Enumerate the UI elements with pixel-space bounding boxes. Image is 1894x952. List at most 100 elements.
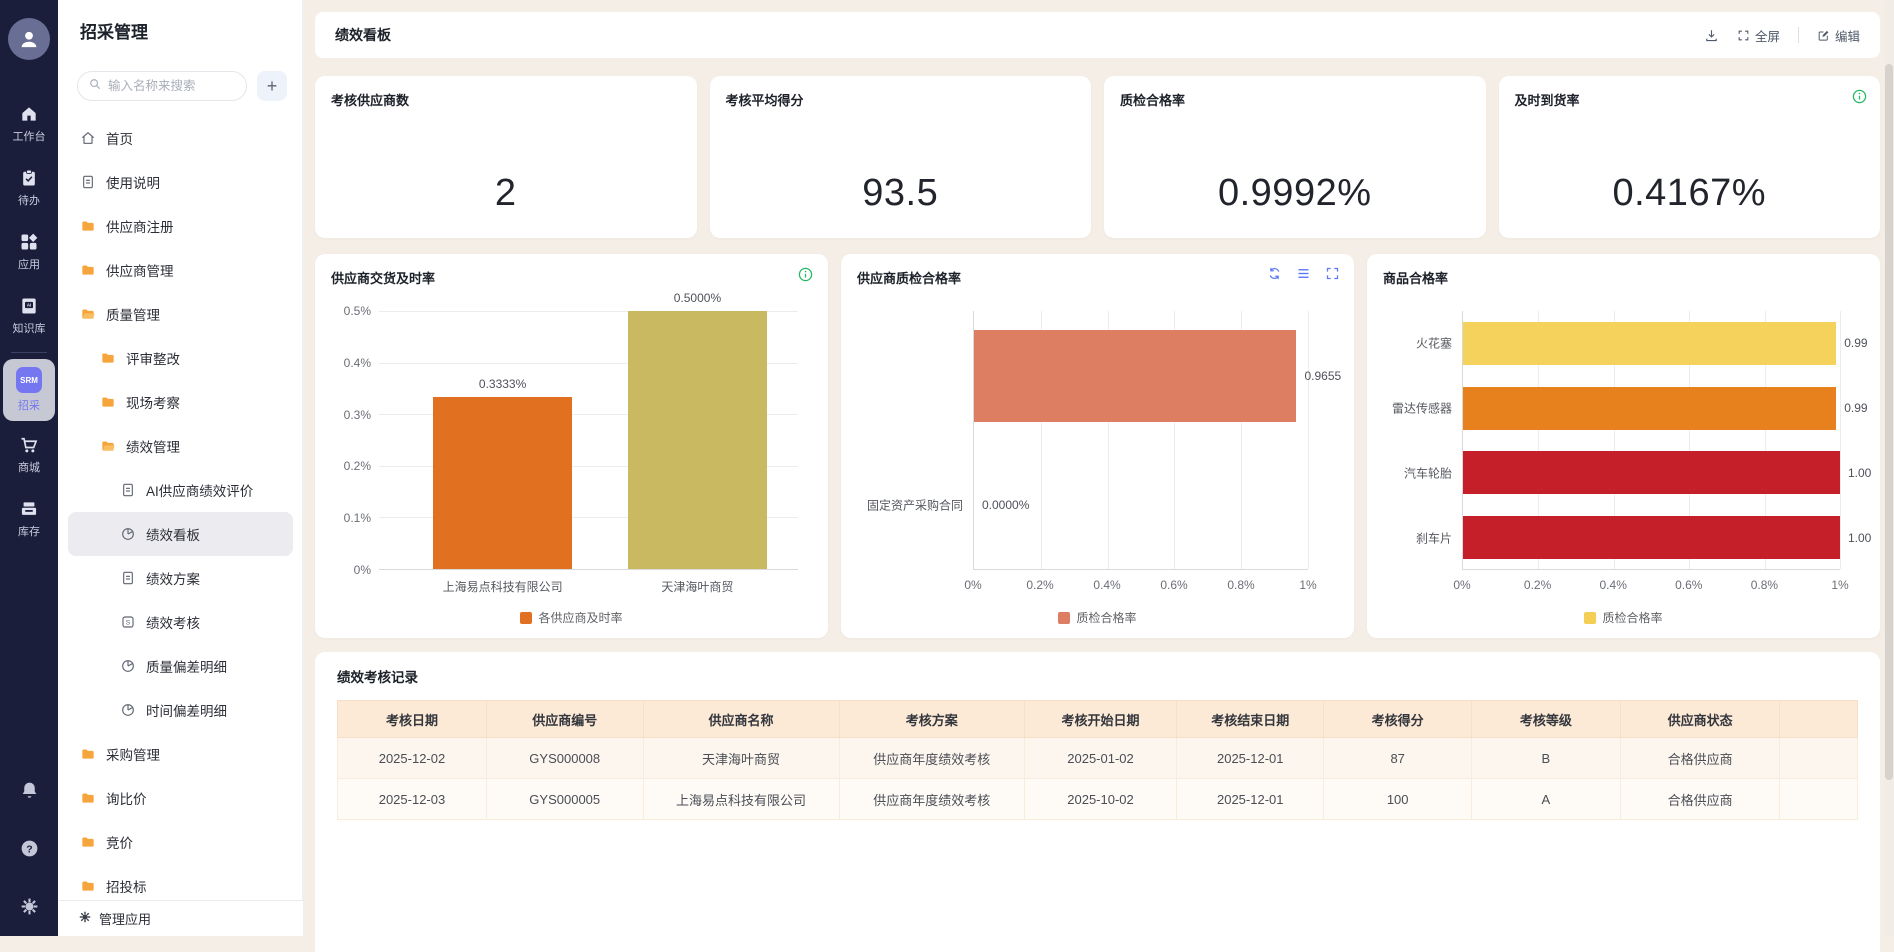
sidebar-item-0[interactable]: 首页 xyxy=(68,116,293,160)
svg-text:?: ? xyxy=(26,843,32,855)
sidebar-item-15[interactable]: 询比价 xyxy=(68,776,293,820)
svg-text:S: S xyxy=(126,620,131,627)
table-cell: 2025-01-02 xyxy=(1025,738,1177,779)
ai-book-icon: AI xyxy=(19,296,39,316)
folder-icon xyxy=(80,746,96,762)
rail-settings-button[interactable] xyxy=(19,896,40,922)
legend-item[interactable]: 质检合格率 xyxy=(1367,609,1880,626)
edit-button[interactable]: 编辑 xyxy=(1817,26,1860,45)
info-icon[interactable] xyxy=(1851,88,1868,110)
sidebar-item-16[interactable]: 竞价 xyxy=(68,820,293,864)
document-icon xyxy=(120,482,136,498)
bar-value-label: 1.00 xyxy=(1848,466,1871,480)
sidebar-item-12[interactable]: 质量偏差明细 xyxy=(68,644,293,688)
sidebar-item-5[interactable]: 评审整改 xyxy=(68,336,293,380)
manage-apps-button[interactable]: 管理应用 xyxy=(58,900,303,936)
inventory-icon xyxy=(19,499,39,519)
sidebar-item-label: 首页 xyxy=(106,128,133,148)
sidebar-item-10[interactable]: 绩效方案 xyxy=(68,556,293,600)
sidebar-item-label: 采购管理 xyxy=(106,744,160,764)
table-cell: 供应商年度绩效考核 xyxy=(839,738,1024,779)
sidebar-item-4[interactable]: 质量管理 xyxy=(68,292,293,336)
info-icon[interactable] xyxy=(797,266,814,288)
fullscreen-button[interactable]: 全屏 xyxy=(1737,26,1780,45)
table-cell: 2025-12-02 xyxy=(338,738,487,779)
sidebar-item-1[interactable]: 使用说明 xyxy=(68,160,293,204)
chart-plot-area: 0.3333%0.5000% xyxy=(379,311,798,570)
document-icon xyxy=(120,570,136,586)
sidebar-item-7[interactable]: 绩效管理 xyxy=(68,424,293,468)
sidebar-item-11[interactable]: S 绩效考核 xyxy=(68,600,293,644)
y-axis: 0%0.1%0.2%0.3%0.4%0.5% xyxy=(315,311,379,570)
expand-icon[interactable] xyxy=(1325,266,1340,286)
sidebar-item-label: AI供应商绩效评价 xyxy=(146,480,253,500)
list-icon[interactable] xyxy=(1296,266,1311,286)
pie-chart-icon xyxy=(120,658,136,674)
rail-notifications-button[interactable] xyxy=(19,780,40,806)
user-avatar[interactable] xyxy=(8,18,50,60)
sidebar-item-13[interactable]: 时间偏差明细 xyxy=(68,688,293,732)
sidebar-item-label: 绩效考核 xyxy=(146,612,200,632)
scrollbar-thumb[interactable] xyxy=(1885,64,1893,780)
table-title: 绩效考核记录 xyxy=(337,666,1858,686)
rail-item-workbench[interactable]: 工作台 xyxy=(0,92,58,156)
search-input[interactable] xyxy=(108,79,236,93)
rail-item-label: 知识库 xyxy=(13,320,46,336)
rail-divider xyxy=(11,352,47,353)
refresh-icon[interactable] xyxy=(1267,266,1282,286)
table-cell xyxy=(1780,779,1858,820)
svg-text:AI: AI xyxy=(27,303,32,308)
bar-value-label: 0.9655 xyxy=(1304,369,1341,383)
sidebar-item-6[interactable]: 现场考察 xyxy=(68,380,293,424)
sidebar-title: 招采管理 xyxy=(80,18,148,43)
sidebar-item-2[interactable]: 供应商注册 xyxy=(68,204,293,248)
table-cell: 2025-12-01 xyxy=(1177,779,1324,820)
rail-item-mall[interactable]: 商城 xyxy=(0,423,58,487)
bar-刹车片 xyxy=(1463,516,1840,559)
sidebar-item-label: 现场考察 xyxy=(126,392,180,412)
column-header: 考核开始日期 xyxy=(1025,701,1177,738)
folder-icon xyxy=(100,394,116,410)
rail-item-todo[interactable]: 待办 xyxy=(0,156,58,220)
sidebar-item-label: 绩效方案 xyxy=(146,568,200,588)
bar-火花塞 xyxy=(1463,322,1836,365)
bar-value-label: 0.5000% xyxy=(628,291,766,305)
sidebar-item-17[interactable]: 招投标 xyxy=(68,864,293,900)
table-cell: B xyxy=(1471,738,1620,779)
sidebar-item-9[interactable]: 绩效看板 xyxy=(68,512,293,556)
assessment-records-table: 考核日期供应商编号供应商名称考核方案考核开始日期考核结束日期考核得分考核等级供应… xyxy=(337,700,1858,820)
folder-icon xyxy=(80,790,96,806)
sidebar-item-label: 招投标 xyxy=(106,876,147,896)
sidebar-item-14[interactable]: 采购管理 xyxy=(68,732,293,776)
rail-help-button[interactable]: ? xyxy=(19,838,40,864)
bar-汽车轮胎 xyxy=(1463,451,1840,494)
sidebar-item-label: 询比价 xyxy=(106,788,147,808)
legend-item[interactable]: 各供应商及时率 xyxy=(315,609,828,626)
legend-item[interactable]: 质检合格率 xyxy=(841,609,1354,626)
sidebar-item-label: 供应商管理 xyxy=(106,260,174,280)
kpi-label: 质检合格率 xyxy=(1120,90,1470,109)
table-cell: 2025-10-02 xyxy=(1025,779,1177,820)
fullscreen-label: 全屏 xyxy=(1755,26,1780,45)
rail-item-knowledge[interactable]: AI 知识库 xyxy=(0,284,58,348)
rail-item-apps[interactable]: 应用 xyxy=(0,220,58,284)
column-header: 考核得分 xyxy=(1324,701,1471,738)
sidebar-item-label: 时间偏差明细 xyxy=(146,700,227,720)
chart-title: 供应商质检合格率 xyxy=(857,268,961,287)
page-title: 绩效看板 xyxy=(335,25,391,45)
sidebar-item-8[interactable]: AI供应商绩效评价 xyxy=(68,468,293,512)
sidebar-item-3[interactable]: 供应商管理 xyxy=(68,248,293,292)
x-axis: 0%0.2%0.4%0.6%0.8%1% xyxy=(1462,578,1840,594)
add-button[interactable]: + xyxy=(257,71,287,101)
download-button[interactable] xyxy=(1704,28,1719,43)
folder-open-icon xyxy=(80,306,96,322)
rail-item-inventory[interactable]: 库存 xyxy=(0,487,58,551)
sidebar-item-label: 绩效看板 xyxy=(146,524,200,544)
rail-item-label: 应用 xyxy=(18,256,40,272)
